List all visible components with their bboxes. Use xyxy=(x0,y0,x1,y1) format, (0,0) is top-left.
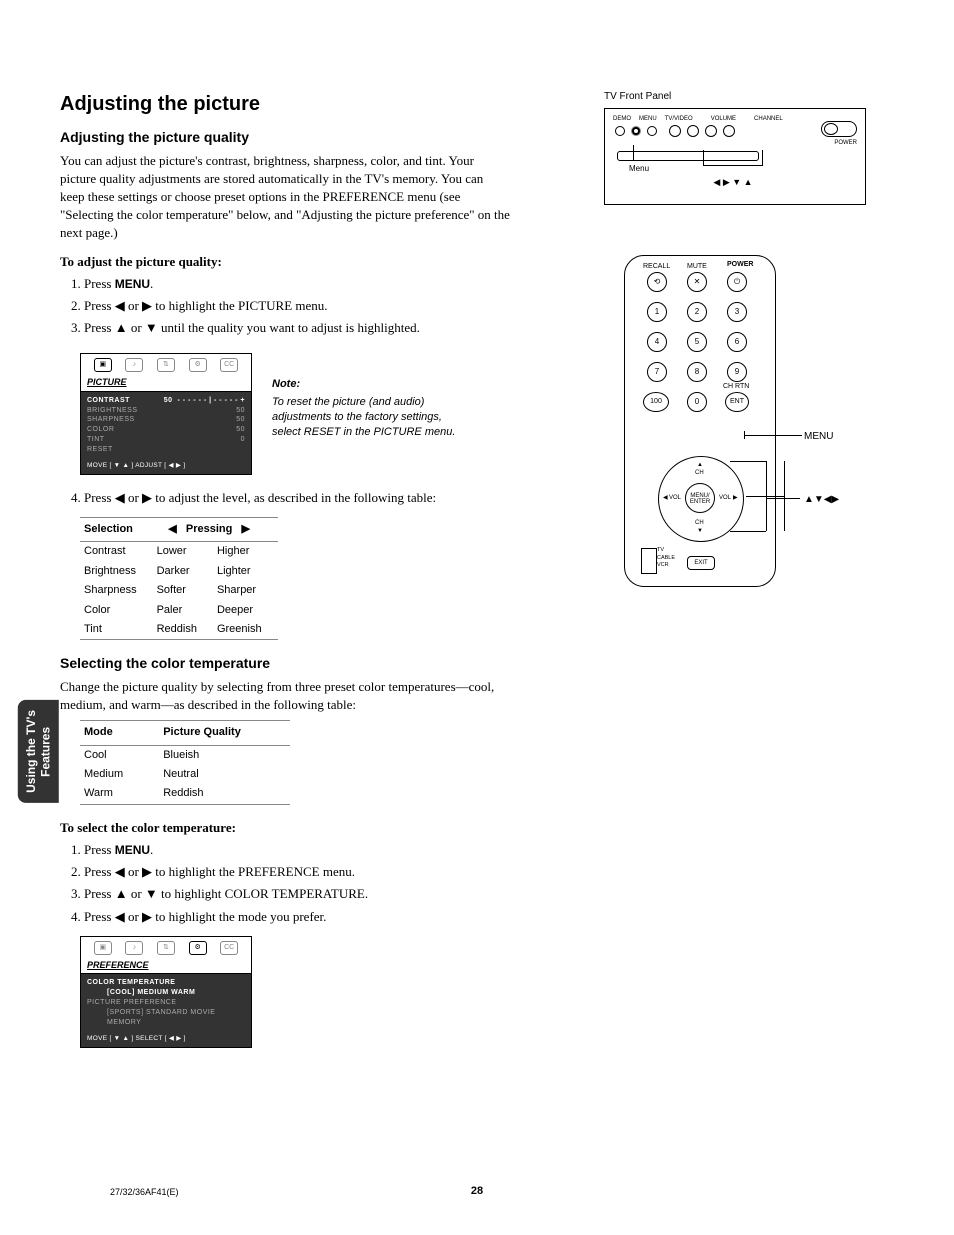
section1-steps: Press MENU. Press ◀ or ▶ to highlight th… xyxy=(60,275,510,338)
step-text: Press ▲ or ▼ to highlight COLOR TEMPERAT… xyxy=(84,885,510,903)
osd-picture: ▣♪⇅⚙CC PICTURE CONTRAST50 - - - - - - | … xyxy=(80,353,252,474)
section2-heading: Selecting the color temperature xyxy=(60,654,510,674)
recall-label: RECALL xyxy=(643,262,670,272)
step-text: Press xyxy=(84,276,115,291)
main-column: Adjusting the picture Adjusting the pict… xyxy=(60,90,510,1058)
note-title: Note: xyxy=(272,377,462,392)
section2-steps-title: To select the color temperature: xyxy=(60,819,510,837)
step-text: Press xyxy=(84,842,115,857)
exit-button: EXIT xyxy=(687,556,715,570)
menu-keyword: MENU xyxy=(115,277,150,291)
power-label: POWER xyxy=(834,139,857,147)
step-text: Press ◀ or ▶ to highlight the PICTURE me… xyxy=(84,297,510,315)
callout-menu: MENU xyxy=(804,430,833,444)
step-text: Press ◀ or ▶ to highlight the mode you p… xyxy=(84,908,510,926)
side-tab: Using the TV'sFeatures xyxy=(18,700,59,803)
th-quality: Picture Quality xyxy=(159,721,290,745)
note-box: Note: To reset the picture (and audio) a… xyxy=(272,377,462,441)
arrows-callout: ◀ ▶ ▼ ▲ xyxy=(703,165,763,189)
tv-front-panel: DEMO MENU TV/VIDEO VOLUME CHANNEL POWER … xyxy=(604,108,866,205)
section1-intro: You can adjust the picture's contrast, b… xyxy=(60,152,510,243)
pressing-table: Selection ◀ Pressing ▶ ContrastLowerHigh… xyxy=(80,517,278,640)
footer-page-number: 28 xyxy=(0,1184,954,1199)
th-mode: Mode xyxy=(80,721,159,745)
note-body: To reset the picture (and audio) adjustm… xyxy=(272,395,462,441)
section1-steps-title: To adjust the picture quality: xyxy=(60,253,510,271)
menu-callout: Menu xyxy=(629,163,649,174)
chrtn-label: CH RTN xyxy=(723,382,749,392)
tv-panel-caption: TV Front Panel xyxy=(604,90,874,104)
power-label: POWER xyxy=(727,260,753,270)
th-selection: Selection xyxy=(80,517,153,541)
osd-footer: MOVE [ ▼ ▲ ] ADJUST [ ◀ ▶ ] xyxy=(81,459,251,474)
remote-diagram: RECALL MUTE POWER ⟲ ✕ ⏻ 1 2 3 4 5 6 7 8 … xyxy=(624,255,776,587)
menu-keyword: MENU xyxy=(115,843,150,857)
mode-table: Mode Picture Quality CoolBlueish MediumN… xyxy=(80,720,290,805)
osd-preference: ▣♪⇅⚙CC PREFERENCE COLOR TEMPERATURE [COO… xyxy=(80,936,252,1049)
osd-title: PICTURE xyxy=(81,376,251,392)
side-column: TV Front Panel DEMO MENU TV/VIDEO VOLUME… xyxy=(604,90,874,587)
step-text: Press ◀ or ▶ to adjust the level, as des… xyxy=(84,489,510,507)
section2-steps: Press MENU. Press ◀ or ▶ to highlight th… xyxy=(60,841,510,926)
section2-intro: Change the picture quality by selecting … xyxy=(60,678,510,714)
osd-footer: MOVE [ ▼ ▲ ] SELECT [ ◀ ▶ ] xyxy=(81,1032,251,1047)
mute-label: MUTE xyxy=(687,262,707,272)
step-text: Press ◀ or ▶ to highlight the PREFERENCE… xyxy=(84,863,510,881)
dpad: ▲ CH ▼ CH ◀ VOL ▶ VOL MENU/ENTER xyxy=(658,456,744,542)
page-title: Adjusting the picture xyxy=(60,90,510,118)
step-text: Press ▲ or ▼ until the quality you want … xyxy=(84,319,510,337)
osd-title: PREFERENCE xyxy=(81,959,251,975)
th-pressing: ◀ Pressing ▶ xyxy=(153,517,278,541)
menu-enter-button: MENU/ENTER xyxy=(685,483,715,513)
section1-heading: Adjusting the picture quality xyxy=(60,128,510,148)
switch-labels: TV CABLE VCR xyxy=(657,547,675,570)
callout-arrows: ▲▼◀▶ xyxy=(804,493,839,507)
section1-steps-cont: Press ◀ or ▶ to adjust the level, as des… xyxy=(60,489,510,507)
